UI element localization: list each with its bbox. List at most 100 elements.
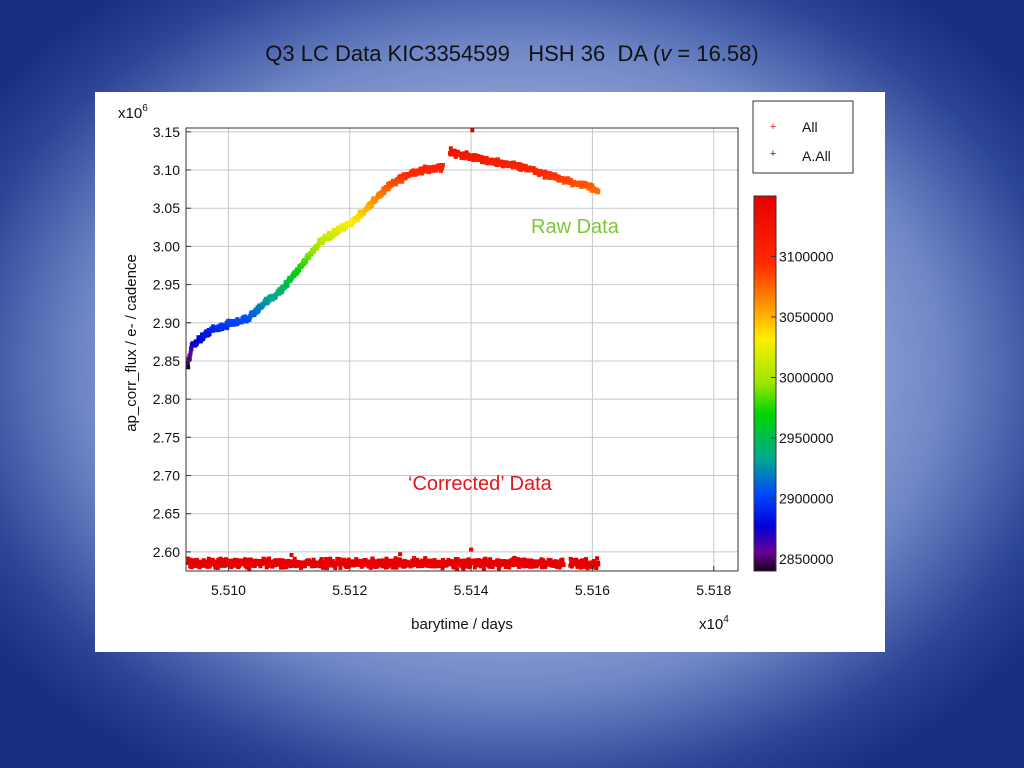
colorbar-gradient xyxy=(753,195,777,572)
raw-data-point xyxy=(226,318,231,323)
raw-data-point xyxy=(453,154,458,159)
raw-data-point xyxy=(312,249,316,254)
corrected-data-point xyxy=(390,565,395,570)
corrected-data-point xyxy=(429,564,434,569)
y-tick-label: 2.65 xyxy=(153,506,180,522)
raw-data-point xyxy=(401,172,406,177)
corrected-data-point xyxy=(557,565,562,570)
corrected-data-point xyxy=(206,556,211,561)
corrected-data-point xyxy=(478,564,483,569)
y-axis-label: ap_corr_flux / e- / cadence xyxy=(123,254,140,432)
y-tick-label: 2.85 xyxy=(153,353,180,369)
x-axis-multiplier: x104 xyxy=(699,614,729,633)
raw-data-point xyxy=(307,255,312,260)
corrected-data-point xyxy=(292,556,297,561)
y-tick-label: 3.15 xyxy=(153,124,180,140)
corrected-data-point xyxy=(560,557,565,562)
data-points xyxy=(185,128,601,572)
colorbar-tick-label: 3000000 xyxy=(779,369,834,385)
y-tick-label: 2.95 xyxy=(153,277,180,293)
x-tick-label: 5.518 xyxy=(696,582,731,598)
corrected-data-point xyxy=(423,556,428,561)
plot-area-frame xyxy=(185,127,739,572)
corrected-data-annotation: ‘Corrected’ Data xyxy=(408,473,553,495)
corrected-data-point xyxy=(412,556,417,561)
corrected-data-point xyxy=(337,557,342,562)
raw-data-point xyxy=(297,268,301,273)
raw-data-point xyxy=(462,156,467,161)
corrected-data-point xyxy=(481,566,486,571)
raw-data-point xyxy=(400,179,405,184)
slide-title-prefix: Q3 LC Data KIC3354599 HSH 36 DA ( xyxy=(265,41,661,66)
slide-title-variable: v xyxy=(660,41,672,66)
y-tick-label: 2.80 xyxy=(153,391,180,407)
raw-data-point xyxy=(569,178,574,183)
raw-data-point xyxy=(484,156,489,160)
corrected-data-point xyxy=(442,563,447,568)
corrected-data-point xyxy=(596,562,601,567)
corrected-data-point xyxy=(393,556,398,561)
corrected-data-point xyxy=(226,563,230,568)
raw-data-point xyxy=(188,350,193,355)
corrected-data-point xyxy=(490,565,495,569)
corrected-data-point xyxy=(369,560,374,565)
colorbar-tick-label: 3050000 xyxy=(779,309,834,325)
legend-marker-all: + xyxy=(770,121,776,133)
raw-data-point xyxy=(543,169,548,174)
raw-data-point xyxy=(189,347,194,352)
colorbar-tick-labels: 3100000 3050000 3000000 2950000 2900000 28500… xyxy=(771,248,834,567)
corrected-data-point xyxy=(574,557,579,562)
corrected-data-point xyxy=(218,563,223,568)
corrected-data-point xyxy=(245,565,249,570)
corrected-data-point xyxy=(330,559,335,564)
corrected-data-point xyxy=(454,559,459,564)
corrected-data-point xyxy=(507,565,512,570)
x-tick-label: 5.516 xyxy=(575,582,610,598)
corrected-data-point xyxy=(205,564,210,569)
corrected-data-point xyxy=(328,556,333,561)
raw-data-point xyxy=(295,270,300,275)
corrected-data-point xyxy=(522,557,527,562)
y-tick-label: 2.75 xyxy=(153,429,180,445)
corrected-data-point xyxy=(412,562,417,567)
raw-data-point xyxy=(343,226,348,231)
corrected-data-point xyxy=(496,566,501,571)
raw-data-point xyxy=(273,295,278,300)
legend-marker-a-all: + xyxy=(770,148,776,160)
raw-data-point xyxy=(187,356,192,361)
corrected-data-point xyxy=(189,565,194,570)
corrected-data-point xyxy=(398,557,403,562)
raw-data-annotation: Raw Data xyxy=(531,216,620,238)
corrected-data-point xyxy=(506,559,510,564)
raw-data-point xyxy=(373,198,378,203)
corrected-data-point xyxy=(402,558,407,563)
corrected-data-point xyxy=(440,566,445,571)
raw-data-point xyxy=(256,308,261,313)
raw-data-point xyxy=(186,365,191,370)
chart-figure: 2.60 2.65 2.70 2.75 2.80 2.85 2.90 2.95 3.00 3.05… xyxy=(95,92,885,652)
colorbar-tick-label: 3100000 xyxy=(779,248,834,264)
raw-data-point xyxy=(302,261,307,266)
corrected-data-point xyxy=(594,566,599,571)
x-tick-label: 5.512 xyxy=(332,582,367,598)
corrected-data-point xyxy=(215,566,220,570)
x-axis-label: barytime / days xyxy=(411,616,513,633)
raw-data-point xyxy=(420,171,424,176)
corrected-data-point xyxy=(209,561,214,566)
y-tick-label: 2.60 xyxy=(153,544,180,560)
corrected-data-point xyxy=(455,567,460,572)
raw-data-point xyxy=(496,158,501,163)
x-tick-label: 5.510 xyxy=(211,582,246,598)
raw-data-point xyxy=(386,187,391,192)
raw-data-point xyxy=(225,326,230,331)
raw-data-point xyxy=(207,332,212,336)
colorbar-tick-label: 2950000 xyxy=(779,430,834,446)
corrected-data-point xyxy=(247,566,252,571)
corrected-data-point xyxy=(554,564,559,569)
corrected-data-point xyxy=(278,558,283,563)
raw-data-point xyxy=(590,183,595,188)
corrected-data-point xyxy=(394,565,399,570)
corrected-data-point xyxy=(476,558,481,562)
x-tick-labels: 5.510 5.512 5.514 5.516 5.518 xyxy=(211,566,731,598)
corrected-data-point xyxy=(530,559,535,564)
